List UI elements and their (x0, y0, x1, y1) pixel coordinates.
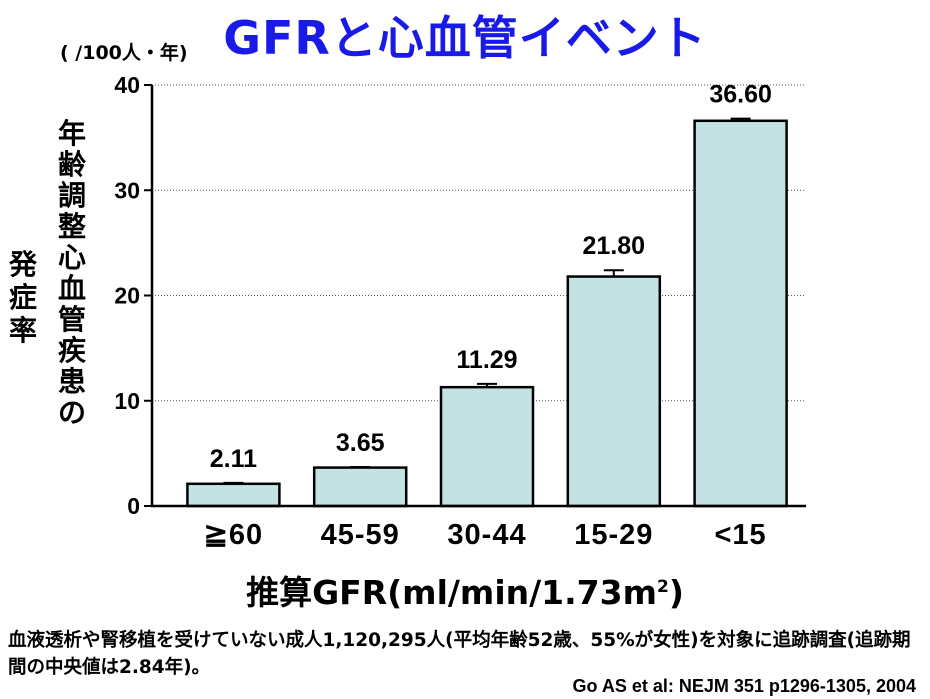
x-tick-label: 45-59 (321, 519, 400, 551)
axes (144, 84, 806, 508)
bar (186, 482, 281, 508)
bars (186, 117, 788, 508)
labels: 0 10 20 30 40 2.11 ≧60 3.65 45-59 11.29 30-44 21.80… (114, 72, 771, 551)
citation: Go AS et al: NEJM 351 p1296-1305, 2004 (572, 676, 916, 696)
y-tick-label: 40 (114, 72, 140, 98)
y-tick-label: 20 (114, 283, 140, 309)
page-title: GFRと心血管イベント (223, 11, 707, 65)
x-axis-label-superscript: 2 (656, 577, 669, 597)
bar (693, 119, 788, 508)
data-label: 21.80 (583, 232, 646, 260)
x-tick-label: 15-29 (574, 519, 653, 551)
data-label: 2.11 (210, 445, 257, 473)
x-tick-label: ≧60 (204, 519, 264, 551)
y-tick-label: 0 (127, 493, 140, 519)
bar (566, 275, 662, 508)
x-tick-label: <15 (714, 519, 766, 551)
x-axis-label-close: ) (668, 573, 684, 612)
y-axis-label-sub: 発症率 (8, 248, 37, 347)
y-tick-label: 30 (114, 177, 140, 203)
bar (312, 466, 408, 508)
y-axis-label-main: 年齢調整心血管疾患の (57, 117, 86, 429)
x-tick-label: 30-44 (447, 519, 526, 551)
data-label: 36.60 (709, 81, 772, 109)
y-unit-label: ( /100人・年) (60, 42, 188, 64)
data-label: 3.65 (336, 429, 385, 457)
x-axis-label-main: 推算GFR(ml/min/1.73m (246, 573, 657, 612)
study-note: 血液透析や腎移植を受けていない成人1,120,295人(平均年齢52歳、55%が… (8, 630, 911, 678)
bar (439, 385, 535, 508)
data-label: 11.29 (456, 346, 517, 374)
x-axis-label: 推算GFR(ml/min/1.73m2) (0, 566, 930, 614)
y-tick-label: 10 (114, 388, 140, 414)
bar-chart: 0 10 20 30 40 2.11 ≧60 3.65 45-59 11.29 30-44 21.80… (114, 72, 806, 551)
